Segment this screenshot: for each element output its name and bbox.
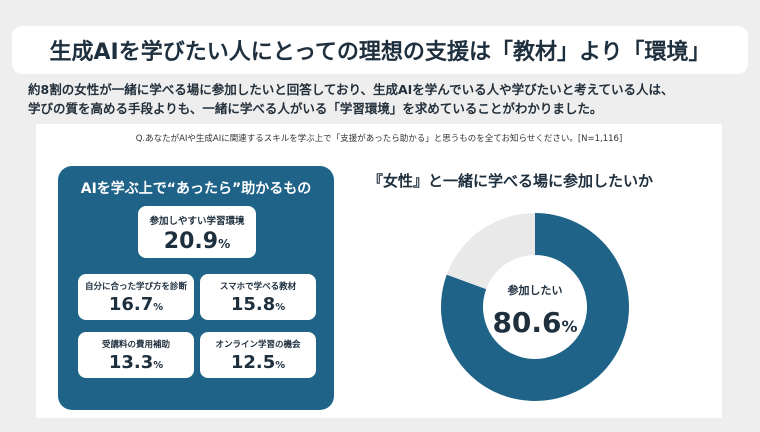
item-online-learning: オンライン学習の機会 12.5% [200,332,316,378]
item-value: 12.5% [200,352,316,373]
item-value: 16.7% [78,294,194,315]
value-number: 15.8 [230,294,276,315]
value-unit: % [275,302,286,313]
value-number: 20.9 [163,229,219,254]
participation-donut-chart: 参加したい 80.6% [441,213,629,401]
donut-value-number: 80.6 [492,306,561,339]
item-label: 受講料の費用補助 [101,340,170,350]
lead-line-2: 学びの質を高める手段よりも、一緒に学べる人がいる「学習環境」を求めていることがわ… [28,101,603,116]
item-smartphone-materials: スマホで学べる教材 15.8% [200,274,316,320]
item-label: オンライン学習の機会 [215,340,301,350]
value-unit: % [275,360,286,371]
value-number: 12.5 [230,352,276,373]
item-value: 15.8% [200,294,316,315]
pie-chart-title: 『女性』と一緒に学べる場に参加したいか [368,172,654,190]
survey-question: Q.あなたがAIや生成AIに関連するスキルを学ぶ上で「支援があったら助かる」と思… [135,134,623,144]
donut-center-value: 80.6% [492,306,577,339]
item-tuition-subsidy: 受講料の費用補助 13.3% [78,332,194,378]
value-number: 16.7 [108,294,154,315]
donut-slice-other [446,213,535,290]
item-value: 20.9% [138,229,256,254]
value-unit: % [153,302,164,313]
value-number: 13.3 [108,352,154,373]
item-learning-environment: 参加しやすい学習環境 20.9% [138,206,256,258]
item-value: 13.3% [78,352,194,373]
donut-center-label: 参加したい [508,283,563,297]
item-label: 自分に合った学び方を診断 [84,282,187,292]
donut-slice-participate [441,213,629,401]
page-title: 生成AIを学びたい人にとっての理想の支援は「教材」より「環境」 [12,26,748,74]
donut-value-unit: % [562,317,578,336]
result-card: Q.あなたがAIや生成AIに関連するスキルを学ぶ上で「支援があったら助かる」と思… [36,124,722,418]
lead-text: 約8割の女性が一緒に学べる場に参加したいと回答しており、生成AIを学んでいる人や… [28,80,738,118]
value-unit: % [218,237,231,251]
value-unit: % [153,360,164,371]
lead-line-1: 約8割の女性が一緒に学べる場に参加したいと回答しており、生成AIを学んでいる人や… [28,82,674,97]
item-label: 参加しやすい学習環境 [149,216,245,227]
panel-title: AIを学ぶ上で“あったら”助かるもの [80,181,312,197]
item-label: スマホで学べる教材 [219,282,297,292]
helpful-support-panel: AIを学ぶ上で“あったら”助かるもの 参加しやすい学習環境 20.9% 自分に合… [58,166,334,410]
item-learning-diagnosis: 自分に合った学び方を診断 16.7% [78,274,194,320]
